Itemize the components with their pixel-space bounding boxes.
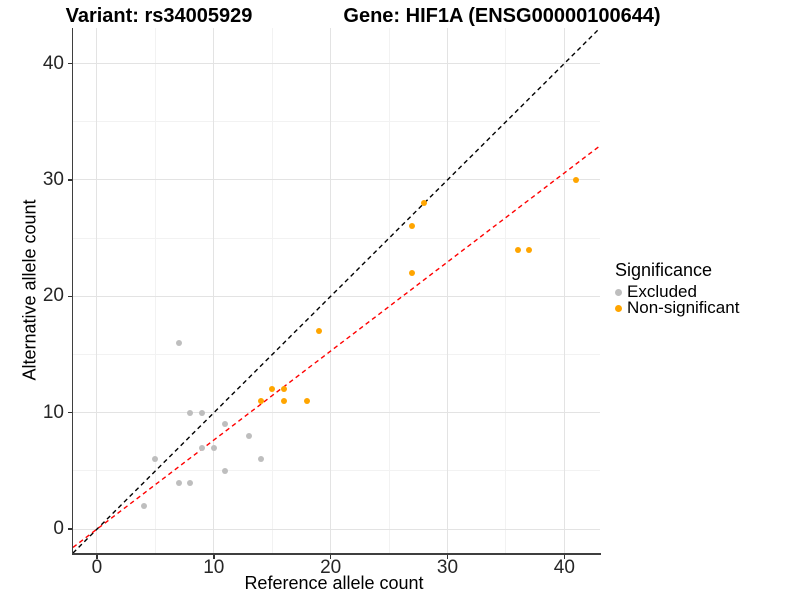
legend-item-non-significant: Non-significant	[615, 298, 799, 317]
major-gridline-y	[73, 63, 600, 64]
data-point-non-significant	[257, 398, 264, 405]
data-point-excluded	[199, 444, 206, 451]
major-gridline-y	[73, 179, 600, 181]
regression-fit-line	[73, 145, 600, 548]
legend-label-excluded: Excluded	[627, 282, 697, 301]
legend: Significance Excluded Non-significant	[615, 260, 799, 317]
y-tick-label: 30	[42, 168, 64, 190]
minor-gridline-x	[505, 28, 507, 553]
x-tick-mark	[446, 554, 449, 559]
y-tick-mark	[67, 295, 72, 298]
y-tick-mark	[67, 528, 72, 530]
data-point-excluded	[152, 456, 159, 463]
major-gridline-x	[213, 28, 215, 553]
data-point-non-significant	[573, 176, 580, 183]
y-tick-label: 20	[42, 285, 64, 307]
data-point-excluded	[175, 339, 182, 346]
data-point-excluded	[222, 467, 229, 474]
plot-panel	[73, 28, 600, 553]
data-point-non-significant	[409, 223, 416, 230]
data-point-excluded	[199, 409, 206, 416]
data-point-excluded	[245, 433, 252, 439]
minor-gridline-y	[73, 470, 600, 472]
y-tick-mark	[67, 411, 72, 414]
x-tick-mark	[213, 554, 215, 559]
data-point-non-significant	[315, 328, 322, 335]
x-tick-label: 40	[553, 557, 575, 578]
data-point-non-significant	[269, 386, 276, 393]
x-axis-title: Reference allele count	[244, 573, 424, 593]
y-axis-line	[71, 28, 73, 555]
legend-label-non-significant: Non-significant	[627, 298, 740, 317]
y-tick-label: 0	[53, 518, 64, 540]
minor-gridline-y	[73, 354, 600, 356]
major-gridline-y	[73, 412, 600, 414]
x-tick-label: 10	[203, 557, 225, 578]
data-point-excluded	[222, 421, 229, 428]
y-tick-mark	[67, 179, 72, 181]
major-gridline-x	[330, 28, 332, 553]
data-point-non-significant	[421, 200, 428, 207]
y-axis-title: Alternative allele count	[19, 199, 40, 381]
minor-gridline-x	[154, 28, 156, 553]
data-point-non-significant	[409, 270, 416, 277]
data-point-non-significant	[304, 398, 311, 405]
identity-line	[73, 28, 600, 553]
data-point-non-significant	[514, 246, 521, 253]
reference-lines	[73, 28, 600, 553]
x-tick-mark	[563, 554, 566, 559]
legend-title: Significance	[615, 260, 713, 280]
data-point-excluded	[175, 479, 182, 486]
major-gridline-y	[73, 295, 600, 297]
major-gridline-y	[73, 528, 600, 530]
minor-gridline-y	[73, 121, 600, 123]
excluded-swatch-icon	[615, 288, 622, 296]
non-significant-swatch-icon	[615, 304, 622, 312]
minor-gridline-x	[271, 28, 273, 553]
major-gridline-x	[447, 28, 448, 553]
major-gridline-x	[96, 28, 98, 553]
data-point-non-significant	[526, 246, 533, 253]
plot-title-variant: Variant: rs34005929	[65, 5, 253, 27]
major-gridline-x	[563, 28, 565, 553]
x-tick-label: 30	[436, 557, 459, 578]
y-tick-label: 10	[42, 401, 64, 423]
data-point-non-significant	[280, 398, 287, 405]
x-tick-label: 0	[91, 557, 103, 578]
data-point-excluded	[140, 502, 147, 509]
legend-item-excluded: Excluded	[615, 282, 799, 301]
minor-gridline-x	[388, 28, 390, 553]
minor-gridline-y	[73, 237, 600, 239]
data-point-excluded	[257, 456, 264, 463]
data-point-non-significant	[280, 386, 287, 393]
x-axis-line	[71, 553, 601, 555]
data-point-excluded	[187, 409, 194, 416]
x-tick-mark	[96, 554, 98, 559]
data-point-excluded	[210, 444, 217, 451]
x-tick-label: 20	[320, 557, 342, 578]
plot-title-gene: Gene: HIF1A (ENSG00000100644)	[343, 5, 661, 27]
x-tick-mark	[329, 554, 332, 559]
data-point-excluded	[187, 479, 194, 486]
y-tick-label: 40	[42, 52, 64, 74]
y-tick-mark	[67, 62, 72, 65]
